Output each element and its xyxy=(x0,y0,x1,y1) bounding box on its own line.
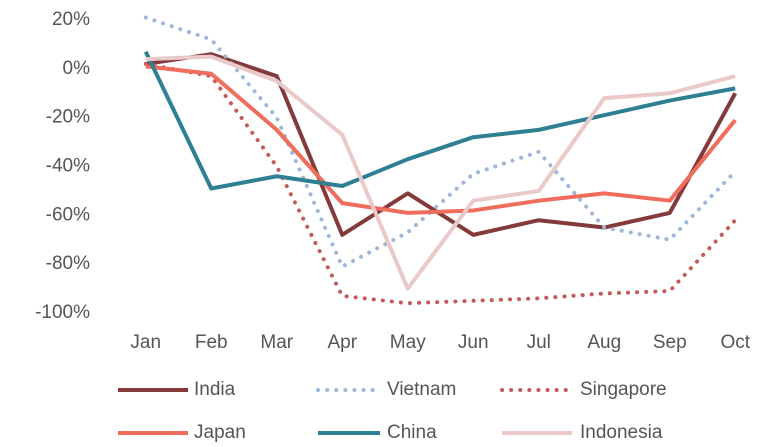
series-line xyxy=(143,15,738,269)
x-tick-label: May xyxy=(390,332,426,353)
y-tick-label: -20% xyxy=(46,107,90,128)
series-line xyxy=(143,50,736,191)
x-tick-label: Apr xyxy=(327,332,357,353)
x-tick-label: Jan xyxy=(130,332,161,353)
x-tick-label: Mar xyxy=(260,332,293,353)
legend-label: Singapore xyxy=(580,379,667,400)
x-tick-label: Aug xyxy=(587,332,621,353)
x-tick-label: Jun xyxy=(458,332,489,353)
legend-label: Japan xyxy=(194,422,246,443)
legend-label: India xyxy=(194,379,236,400)
legend-label: China xyxy=(387,422,437,443)
series-line xyxy=(145,54,736,291)
y-tick-label: 20% xyxy=(52,9,90,30)
y-tick-label: -60% xyxy=(46,204,90,225)
x-tick-label: Feb xyxy=(195,332,228,353)
series-line xyxy=(143,61,738,306)
y-tick-label: -100% xyxy=(35,302,90,323)
y-tick-label: -80% xyxy=(46,253,90,274)
x-tick-label: Jul xyxy=(527,332,551,353)
legend-label: Vietnam xyxy=(387,379,456,400)
y-tick-label: -40% xyxy=(46,156,90,177)
series-line xyxy=(145,64,737,215)
series-line xyxy=(145,52,738,237)
x-tick-label: Sep xyxy=(653,332,687,353)
legend-label: Indonesia xyxy=(580,422,663,443)
y-tick-label: 0% xyxy=(63,58,91,79)
x-tick-label: Oct xyxy=(720,332,750,353)
